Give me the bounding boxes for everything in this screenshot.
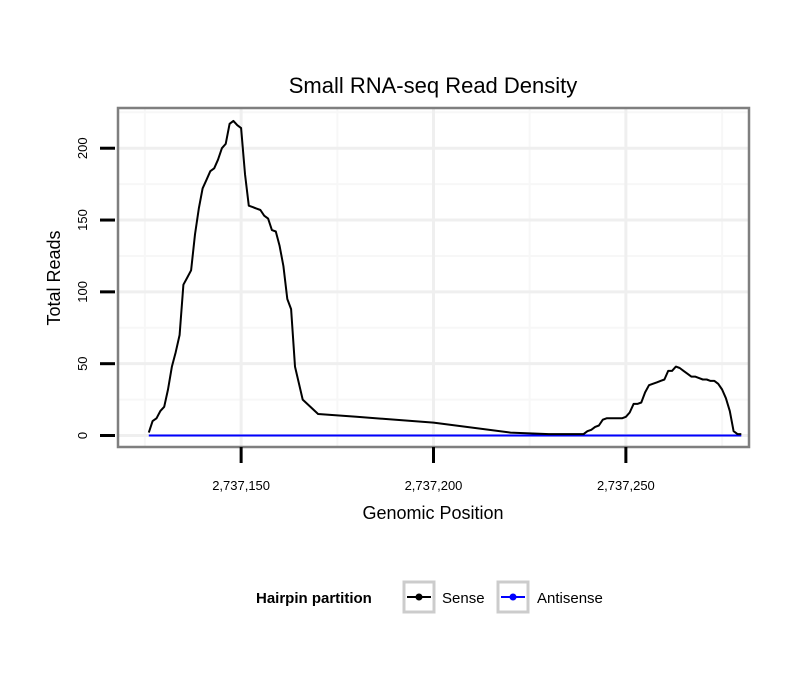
legend-label-sense: Sense <box>442 590 485 607</box>
x-tick-label: 2,737,200 <box>405 478 463 493</box>
series-group <box>147 119 742 437</box>
series-line-sense <box>147 119 742 436</box>
grid <box>118 108 749 447</box>
y-tick-label: 100 <box>75 281 90 303</box>
x-tick-label: 2,737,250 <box>597 478 655 493</box>
axes: 2,737,150 2,737,200 2,737,250 0 50 100 150 200 <box>75 137 655 493</box>
y-axis-title: Total Reads <box>44 230 64 325</box>
legend-point-antisense <box>509 593 517 601</box>
y-tick-label: 0 <box>75 432 90 439</box>
y-tick-label: 50 <box>75 356 90 370</box>
y-tick-label: 150 <box>75 209 90 231</box>
chart-title: Small RNA-seq Read Density <box>289 73 578 98</box>
legend-point-sense <box>415 593 423 601</box>
x-tick-label: 2,737,150 <box>212 478 270 493</box>
y-tick-label: 200 <box>75 137 90 159</box>
legend-title: Hairpin partition <box>256 590 372 607</box>
x-axis-title: Genomic Position <box>362 503 503 523</box>
legend-label-antisense: Antisense <box>537 590 603 607</box>
legend: Hairpin partition Sense Antisense <box>256 580 603 614</box>
